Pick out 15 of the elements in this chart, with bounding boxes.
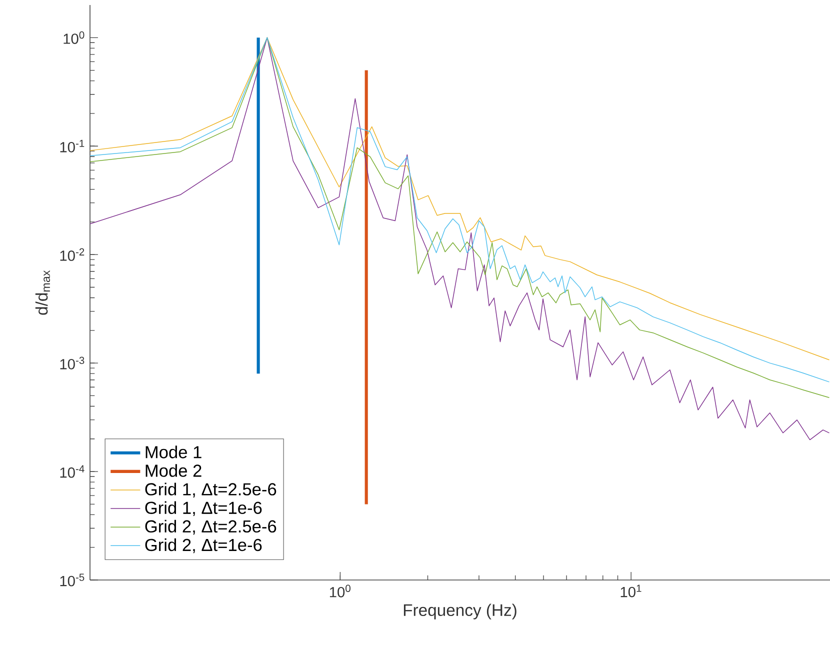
legend-label: Grid 2, Δt=1e-6 [145, 538, 262, 554]
legend-label: Mode 2 [146, 464, 202, 477]
legend-label: Mode 1 [146, 446, 202, 458]
y-tick-label: 10$^{-5}$ [60, 574, 84, 586]
y-tick-label: 10$^{-2}$ [60, 248, 84, 261]
y-tick-label: 10$^{-1}$ [60, 140, 84, 152]
x-tick-label: 10$^{1}$ [620, 584, 642, 598]
y-tick-label: 10$^{-4}$ [60, 465, 84, 478]
legend-label: Grid 2, Δt=2.5e-6 [145, 520, 276, 535]
y-axis-title: d/d$_{max}$ [35, 270, 50, 315]
y-tick-label: 10$^{-3}$ [60, 356, 84, 370]
legend-label: Grid 1, Δt=1e-6 [145, 501, 262, 516]
legend-label: Grid 1, Δt=2.5e-6 [145, 482, 276, 498]
x-axis-title: Frequency (Hz) [404, 604, 516, 620]
y-tick-label: 10$^{0}$ [64, 31, 84, 44]
